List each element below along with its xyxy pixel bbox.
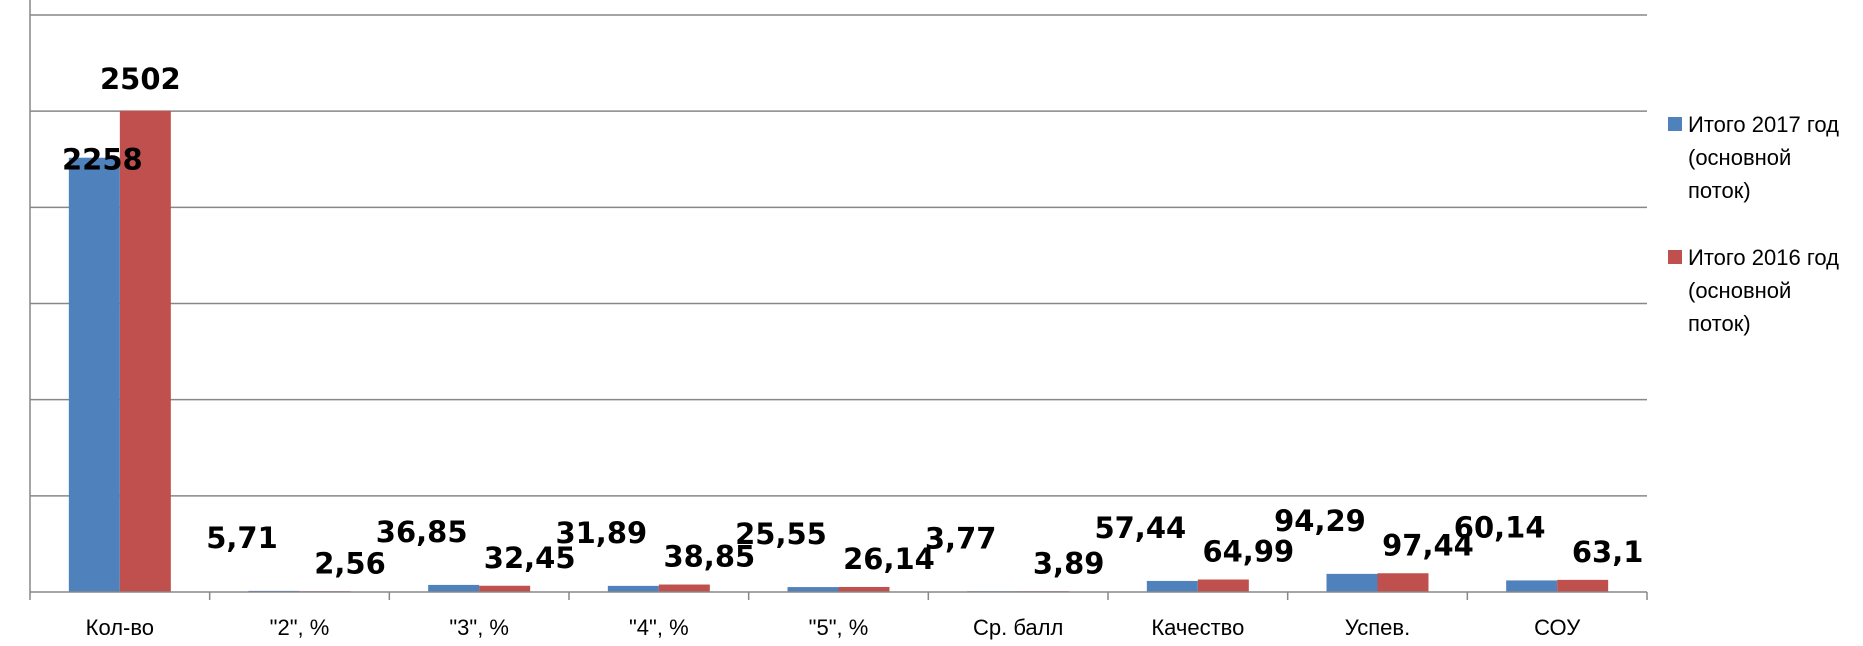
bar-2016-3 (658, 584, 710, 592)
x-tick-label: "3", % (449, 615, 509, 640)
bars (68, 110, 1609, 593)
data-label-2016-1: 2,56 (314, 547, 386, 581)
data-label-2017-8: 60,14 (1454, 510, 1546, 544)
legend-item-2016: Итого 2016 год (основной поток) (1668, 241, 1858, 340)
legend-swatch-2017 (1668, 117, 1682, 131)
x-tick-labels: Кол-во "2", % "3", % "4", % "5", % Ср. балл Ка… (86, 615, 1582, 640)
data-label-2016-7: 97,44 (1382, 528, 1474, 562)
data-label-2016-0: 2502 (100, 62, 181, 96)
data-label-2017-5: 3,77 (925, 521, 997, 555)
bar-2016-7 (1377, 573, 1429, 592)
x-tick-label: "2", % (270, 615, 330, 640)
bar-2016-4 (838, 586, 890, 592)
bar-2016-6 (1197, 579, 1249, 592)
data-label-2017-4: 25,55 (735, 517, 827, 551)
data-label-2017-7: 94,29 (1274, 504, 1366, 538)
bar-2016-8 (1557, 579, 1609, 592)
data-label-2017-3: 31,89 (555, 516, 647, 550)
x-tick-label: Успев. (1345, 615, 1410, 640)
bar-2017-3 (607, 585, 659, 592)
x-tick-label: Качество (1151, 615, 1244, 640)
data-label-2016-6: 64,99 (1202, 535, 1294, 569)
bar-2017-7 (1326, 573, 1378, 592)
data-label-2016-5: 3,89 (1033, 546, 1105, 580)
data-label-2017-6: 57,44 (1094, 511, 1186, 545)
legend-swatch-2016 (1668, 250, 1682, 264)
legend-label-2016: Итого 2016 год (основной поток) (1688, 245, 1839, 336)
legend-item-2017: Итого 2017 год (основной поток) (1668, 108, 1858, 207)
x-tick-label: Кол-во (86, 615, 154, 640)
x-tick-label: Ср. балл (973, 615, 1063, 640)
bar-2016-0 (119, 110, 171, 593)
bar-2017-2 (428, 584, 480, 592)
data-label-2016-4: 26,14 (843, 542, 935, 576)
bar-2017-0 (68, 157, 120, 592)
x-tick-label: СОУ (1534, 615, 1581, 640)
gridlines (30, 14, 1647, 497)
legend: Итого 2017 год (основной поток) Итого 20… (1668, 108, 1858, 374)
bar-2017-6 (1146, 580, 1198, 592)
data-label-2016-2: 32,45 (484, 541, 576, 575)
data-label-2017-1: 5,71 (206, 521, 278, 555)
bar-2017-8 (1506, 580, 1558, 592)
data-label-2016-3: 38,85 (663, 540, 755, 574)
x-tick-label: "5", % (809, 615, 869, 640)
x-tick-label: "4", % (629, 615, 689, 640)
legend-label-2017: Итого 2017 год (основной поток) (1688, 112, 1839, 203)
x-ticks (29, 592, 1648, 600)
data-label-2017-2: 36,85 (376, 515, 468, 549)
data-label-2017-0: 2258 (62, 143, 143, 177)
bar-2016-2 (479, 585, 531, 592)
bar-2017-4 (787, 587, 839, 592)
data-label-2016-8: 63,1 (1572, 535, 1644, 569)
